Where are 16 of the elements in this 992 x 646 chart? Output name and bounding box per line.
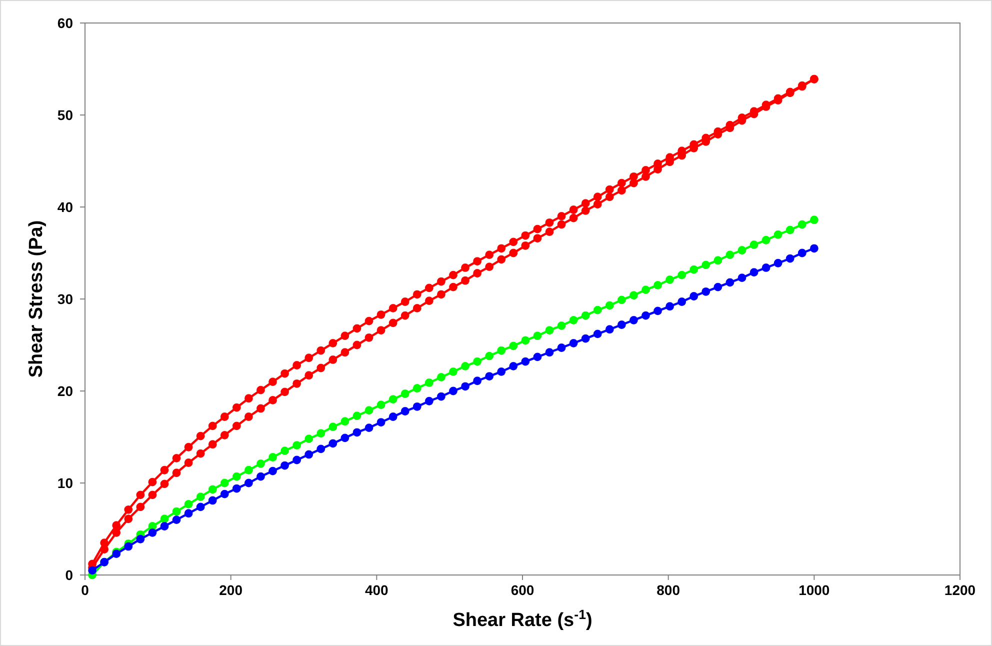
x-axis-title: Shear Rate (s$^{-1}$): [452, 606, 592, 631]
y-tick-label: 30: [57, 291, 74, 307]
x-tick-label: 200: [219, 582, 243, 598]
x-tick-label: 800: [656, 582, 680, 598]
x-tick-label: 1000: [798, 582, 830, 598]
x-tick-label: 600: [510, 582, 534, 598]
y-tick-label: 0: [65, 567, 74, 583]
y-tick-label: 40: [57, 199, 74, 215]
y-tick-label: 20: [57, 383, 74, 399]
x-tick-label: 400: [364, 582, 389, 598]
x-tick-label: 1200: [944, 582, 976, 598]
y-tick-label: 10: [57, 475, 74, 491]
y-axis-title: Shear Stress (Pa): [26, 220, 47, 378]
y-tick-label: 50: [57, 107, 74, 123]
y-tick-label: 60: [57, 15, 74, 31]
x-tick-label: 0: [81, 582, 90, 598]
